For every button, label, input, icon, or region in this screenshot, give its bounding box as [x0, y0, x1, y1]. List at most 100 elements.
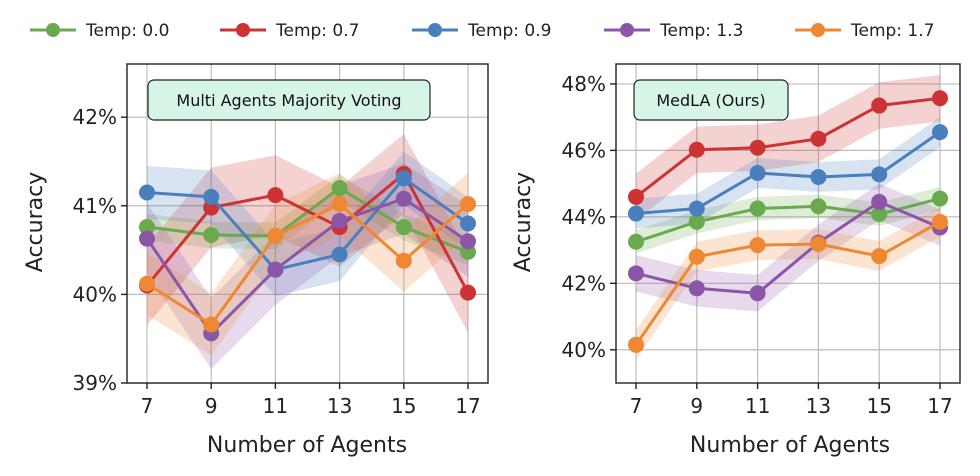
- point-3-2: [749, 285, 766, 302]
- y-tick-label-1: 40%: [73, 282, 117, 306]
- point-3-0: [139, 230, 155, 247]
- legend-marker-4: [811, 23, 825, 37]
- x-tick-label-5: 17: [927, 394, 952, 418]
- axes-frame: [126, 63, 489, 384]
- point-2-3: [810, 168, 827, 185]
- point-4-1: [203, 316, 220, 333]
- x-tick-label-1: 9: [205, 394, 218, 418]
- y-tick-label-0: 40%: [562, 338, 606, 362]
- point-2-1: [203, 188, 220, 205]
- point-2-4: [395, 170, 412, 187]
- band-3: [636, 183, 940, 312]
- x-tick-label-2: 11: [745, 394, 770, 418]
- y-tick-label-4: 48%: [562, 72, 606, 96]
- chart-title-box: [633, 79, 789, 121]
- point-0-5: [932, 190, 948, 207]
- x-axis-label: Number of Agents: [690, 433, 890, 458]
- axes-frame: [615, 63, 961, 384]
- point-0-3: [331, 180, 348, 197]
- legend-label-0: Temp: 0.0: [85, 21, 169, 41]
- point-0-4: [395, 219, 412, 236]
- x-tick-label-3: 13: [327, 394, 352, 418]
- x-tick-label-1: 9: [690, 394, 703, 418]
- point-1-2: [267, 187, 284, 204]
- point-1-3: [810, 130, 827, 147]
- point-3-4: [395, 190, 412, 207]
- legend-marker-0: [46, 23, 60, 37]
- point-0-0: [628, 233, 644, 250]
- point-2-2: [749, 164, 766, 181]
- point-0-0: [139, 219, 155, 236]
- x-tick-label-4: 15: [866, 394, 891, 418]
- point-4-1: [688, 248, 705, 265]
- point-4-3: [331, 196, 348, 213]
- point-1-2: [749, 139, 766, 156]
- band-0: [636, 186, 940, 254]
- point-4-2: [749, 237, 766, 254]
- point-2-0: [139, 184, 155, 201]
- y-axis-label: Accuracy: [511, 172, 536, 272]
- series-line-1: [145, 172, 470, 294]
- y-axis-label: Accuracy: [23, 172, 48, 272]
- x-tick-label-0: 7: [630, 394, 643, 418]
- point-1-1: [688, 141, 705, 158]
- panel-0: 7 9 11 13 15 17 39% 40% 41% 42% Number of Agents Ac…: [23, 63, 489, 458]
- y-tick-label-3: 42%: [73, 105, 117, 129]
- chart-title-box: [147, 79, 431, 121]
- point-2-1: [688, 200, 705, 217]
- point-4-5: [932, 213, 948, 230]
- chart-title: MedLA (Ours): [656, 91, 765, 110]
- chart-title: Multi Agents Majority Voting: [176, 91, 401, 110]
- legend-label-4: Temp: 1.7: [850, 21, 934, 41]
- series-line-0: [635, 197, 941, 244]
- point-3-4: [871, 193, 888, 210]
- band-1: [636, 74, 940, 221]
- point-4-0: [139, 275, 155, 292]
- series-line-2: [635, 130, 941, 216]
- point-3-3: [331, 212, 348, 229]
- point-0-2: [749, 200, 766, 217]
- y-tick-label-2: 41%: [73, 194, 117, 218]
- point-1-0: [628, 188, 644, 205]
- y-tick-label-3: 46%: [562, 138, 606, 162]
- point-1-5: [460, 284, 476, 301]
- point-4-3: [810, 236, 827, 253]
- y-tick-label-0: 39%: [73, 371, 117, 395]
- legend-marker-1: [236, 23, 250, 37]
- legend-label-3: Temp: 1.3: [659, 21, 743, 41]
- point-4-5: [460, 196, 476, 213]
- x-tick-label-3: 13: [806, 394, 831, 418]
- point-1-4: [871, 97, 888, 114]
- x-axis-label: Number of Agents: [207, 433, 407, 458]
- point-4-0: [628, 336, 644, 353]
- series-line-2: [146, 176, 469, 272]
- x-tick-label-0: 7: [141, 394, 154, 418]
- series-line-3: [635, 200, 941, 295]
- point-0-4: [871, 206, 888, 223]
- point-3-0: [628, 265, 644, 282]
- point-4-2: [267, 227, 284, 244]
- point-2-0: [628, 205, 644, 222]
- series-line-4: [146, 202, 469, 327]
- point-1-5: [932, 90, 948, 107]
- point-0-1: [203, 227, 220, 244]
- point-3-2: [267, 261, 284, 278]
- x-tick-label-5: 17: [455, 394, 480, 418]
- x-tick-label-4: 15: [391, 394, 416, 418]
- point-0-1: [688, 213, 705, 230]
- legend-marker-3: [620, 23, 634, 37]
- point-2-5: [460, 215, 476, 232]
- y-tick-label-1: 42%: [562, 271, 606, 295]
- point-4-4: [395, 252, 412, 269]
- series-line-4: [634, 220, 941, 346]
- legend-label-2: Temp: 0.9: [467, 21, 551, 41]
- point-3-5: [460, 233, 476, 250]
- point-4-4: [871, 248, 888, 265]
- band-1: [147, 134, 468, 333]
- x-tick-label-2: 11: [263, 394, 288, 418]
- point-2-5: [932, 124, 948, 141]
- point-0-3: [810, 198, 827, 215]
- panel-1: 7 9 11 13 15 17 40% 42% 44% 46% 48% Number of Agent…: [511, 63, 961, 458]
